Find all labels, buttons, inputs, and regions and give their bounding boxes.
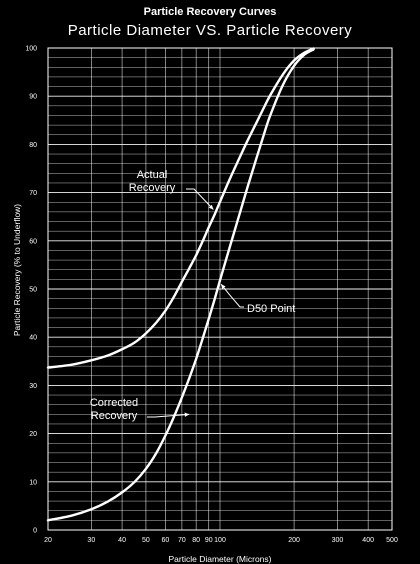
- grid-lines: [48, 48, 392, 530]
- x-axis-label: Particle Diameter (Microns): [169, 554, 272, 564]
- annotation-arrowhead: [208, 204, 214, 210]
- curves: [46, 47, 315, 522]
- actual-recovery-curve: [46, 47, 315, 369]
- y-tick-label: 0: [33, 528, 37, 535]
- y-tick-label: 90: [29, 94, 37, 101]
- y-tick-label: 70: [29, 190, 37, 197]
- x-tick-label: 40: [118, 537, 126, 544]
- y-tick-label: 100: [25, 46, 37, 53]
- annotation-label: Recovery: [129, 182, 176, 194]
- y-tick-label: 60: [29, 238, 37, 245]
- y-tick-label: 30: [29, 383, 37, 390]
- x-tick-label: 100: [214, 537, 226, 544]
- x-tick-label: 80: [192, 537, 200, 544]
- x-tick-label: 60: [162, 537, 170, 544]
- x-tick-label: 30: [87, 537, 95, 544]
- annotation-leader: [147, 413, 190, 418]
- y-tick-label: 20: [29, 431, 37, 438]
- x-tick-label: 50: [142, 537, 150, 544]
- annotation-leader: [186, 188, 214, 210]
- y-axis-label: Particle Recovery (% to Underflow): [12, 204, 22, 336]
- x-tick-label: 20: [44, 537, 52, 544]
- x-tick-label: 90: [205, 537, 213, 544]
- chart-title: Particle Recovery Curves: [143, 6, 277, 18]
- y-tick-label: 40: [29, 335, 37, 342]
- chart-subtitle: Particle Diameter VS. Particle Recovery: [67, 22, 353, 39]
- annotation-label: Actual: [137, 169, 168, 181]
- x-tick-label: 70: [178, 537, 186, 544]
- annotation-arrowhead: [221, 284, 226, 290]
- x-tick-label: 500: [386, 537, 398, 544]
- annotation-label: D50 Point: [247, 303, 295, 315]
- annotation-arrowhead: [184, 412, 190, 417]
- x-tick-label: 400: [362, 537, 374, 544]
- annotation-leader: [220, 283, 244, 308]
- corrected-recovery-curve: [46, 48, 315, 522]
- x-tick-label: 300: [332, 537, 344, 544]
- annotation-label: Corrected: [90, 397, 138, 409]
- tick-labels: 20 30 40 50 60 70 80 90 100 200 300 400 500010203040…: [25, 46, 398, 545]
- x-tick-label: 200: [288, 537, 300, 544]
- y-tick-label: 80: [29, 142, 37, 149]
- y-tick-label: 50: [29, 287, 37, 294]
- annotation-label: Recovery: [91, 410, 138, 422]
- y-tick-label: 10: [29, 479, 37, 486]
